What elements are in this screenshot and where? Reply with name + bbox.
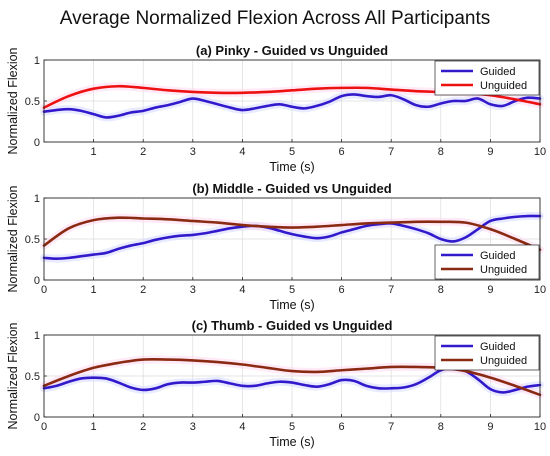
x-tick-label: 7 [388, 284, 394, 296]
x-tick-label: 8 [438, 146, 444, 158]
x-tick-label: 7 [388, 421, 394, 433]
legend-label: Unguided [480, 80, 527, 92]
x-tick-label: 8 [438, 284, 444, 296]
series-line-unguided [42, 216, 542, 251]
chart-panel-2: 0 1 2 3 4 5 6 7 8 9 10 0 0.5 1 (c) Thumb - Guided vs U… [6, 318, 546, 449]
x-tick-label: 9 [487, 284, 493, 296]
legend-box [434, 244, 540, 280]
x-axis-label: Time (s) [269, 298, 314, 312]
y-tick-label: 0 [34, 412, 40, 424]
x-tick-label: 4 [239, 284, 245, 296]
panel-title: (b) Middle - Guided vs Unguided [192, 181, 391, 196]
panel-title: (c) Thumb - Guided vs Unguided [192, 318, 393, 333]
x-axis-label: Time (s) [269, 435, 314, 449]
x-tick-label: 2 [140, 146, 146, 158]
x-tick-label: 7 [388, 146, 394, 158]
figure-title: Average Normalized Flexion Across All Pa… [60, 8, 491, 29]
y-axis-label: Normalized Flexion [6, 322, 20, 429]
x-tick-label: 10 [534, 421, 546, 433]
x-tick-label: 6 [339, 284, 345, 296]
x-tick-label: 4 [239, 421, 245, 433]
y-tick-label: 1 [34, 55, 40, 67]
x-tick-label: 1 [91, 284, 97, 296]
series-line-guided [42, 214, 542, 260]
legend-box [434, 60, 540, 96]
x-tick-label: 9 [487, 146, 493, 158]
x-tick-label: 3 [190, 284, 196, 296]
legend: Guided Unguided [434, 335, 540, 371]
legend: Guided Unguided [434, 60, 540, 96]
x-tick-label: 3 [190, 421, 196, 433]
legend-label: Guided [480, 250, 515, 262]
x-tick-label: 0 [41, 284, 47, 296]
series-line-guided [42, 93, 542, 119]
x-tick-label: 2 [140, 421, 146, 433]
x-tick-label: 5 [289, 421, 295, 433]
legend: Guided Unguided [434, 244, 540, 280]
x-tick-label: 6 [339, 146, 345, 158]
y-tick-label: 0.5 [25, 234, 40, 246]
chart-panel-0: 1 2 3 4 5 6 7 8 9 10 0 0.5 1 (a) Pinky - Guided vs Un… [6, 43, 546, 174]
x-tick-label: 2 [140, 284, 146, 296]
legend-label: Guided [480, 66, 515, 78]
y-axis-label: Normalized Flexion [6, 47, 20, 154]
y-tick-label: 0.5 [25, 371, 40, 383]
y-tick-label: 1 [34, 193, 40, 205]
x-tick-label: 1 [91, 421, 97, 433]
x-tick-label: 6 [339, 421, 345, 433]
y-tick-label: 0 [34, 137, 40, 149]
x-tick-label: 10 [534, 146, 546, 158]
legend-label: Unguided [480, 355, 527, 367]
panel-title: (a) Pinky - Guided vs Unguided [196, 43, 388, 58]
y-tick-label: 0.5 [25, 96, 40, 108]
x-tick-label: 1 [91, 146, 97, 158]
legend-box [434, 335, 540, 371]
x-axis-label: Time (s) [269, 160, 314, 174]
x-tick-label: 4 [239, 146, 245, 158]
y-tick-label: 0 [34, 275, 40, 287]
y-axis-label: Normalized Flexion [6, 185, 20, 292]
legend-label: Unguided [480, 264, 527, 276]
legend-label: Guided [480, 341, 515, 353]
x-tick-label: 5 [289, 284, 295, 296]
x-tick-label: 9 [487, 421, 493, 433]
y-tick-label: 1 [34, 330, 40, 342]
chart-panel-1: 0 1 2 3 4 5 6 7 8 9 10 0 0.5 1 (b) Middle - Guided vs … [6, 181, 546, 312]
x-tick-label: 5 [289, 146, 295, 158]
x-tick-label: 10 [534, 284, 546, 296]
x-tick-label: 8 [438, 421, 444, 433]
x-tick-label: 0 [41, 421, 47, 433]
x-tick-label: 3 [190, 146, 196, 158]
